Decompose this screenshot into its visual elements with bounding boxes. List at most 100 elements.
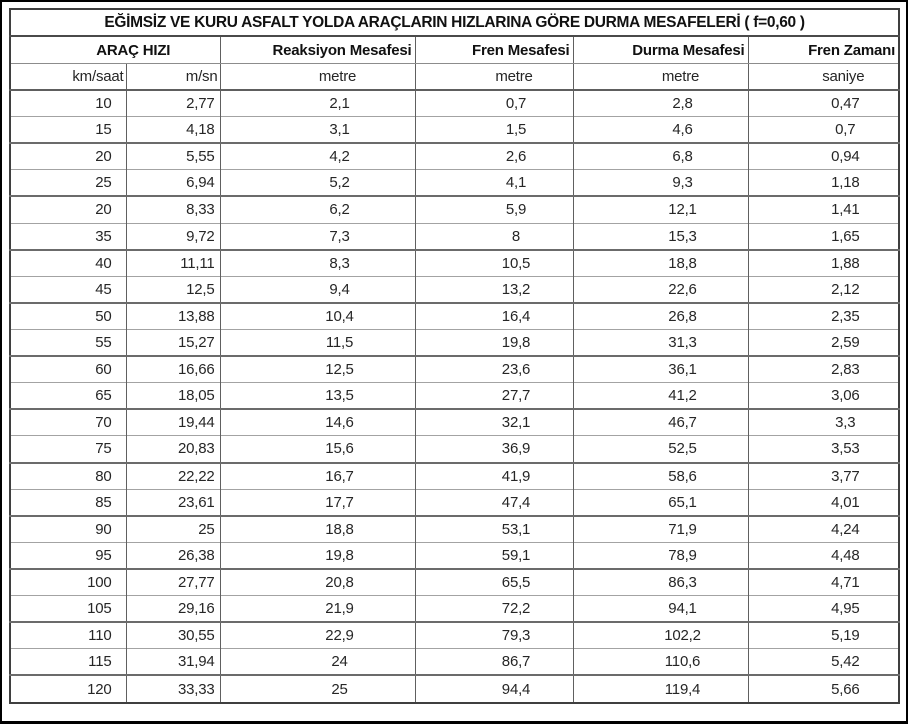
unit-m-sn: m/sn	[125, 63, 220, 91]
cell: 115	[88, 653, 112, 671]
cell: 19,8	[219, 542, 415, 569]
cell: 20	[95, 148, 112, 166]
table-row: 100 27,77 20,8 65,5 86,3 4,71	[10, 568, 900, 596]
cell: 4,95	[747, 595, 900, 623]
cell: 105	[87, 600, 112, 618]
cell: 95	[95, 546, 112, 564]
cell: 2,6	[414, 143, 573, 170]
cell: 75	[95, 440, 112, 458]
cell: 90	[95, 520, 112, 538]
cell: 80	[95, 467, 112, 485]
cell: 4,2	[219, 143, 415, 170]
cell: 20,83	[125, 435, 220, 463]
cell: 65,5	[414, 568, 573, 596]
cell: 3,77	[747, 462, 900, 490]
cell: 47,4	[414, 489, 573, 516]
cell: 10,5	[414, 249, 573, 277]
cell: 55	[95, 334, 112, 352]
cell: 2,12	[747, 276, 900, 303]
table-row: 35 9,72 7,3 8 15,3 1,65	[10, 223, 900, 250]
cell: 5,2	[219, 169, 415, 197]
cell: 6,2	[219, 196, 415, 224]
cell: 18,05	[125, 382, 220, 410]
cell: 15,6	[219, 435, 415, 463]
col-header-arac-hizi: ARAÇ HIZI	[10, 36, 220, 64]
cell: 71,9	[572, 515, 748, 543]
cell: 36,9	[414, 435, 573, 463]
col-header-reaksiyon-mesafesi: Reaksiyon Mesafesi	[219, 36, 415, 64]
cell: 53,1	[414, 515, 573, 543]
cell: 70	[95, 414, 112, 432]
cell: 40	[95, 254, 112, 272]
cell: 16,7	[219, 462, 415, 490]
unit-metre-fren: metre	[414, 63, 573, 91]
cell: 4,24	[747, 515, 900, 543]
cell: 58,6	[572, 462, 748, 490]
cell: 41,2	[572, 382, 748, 410]
table-row: 20 8,33 6,2 5,9 12,1 1,41	[10, 196, 900, 224]
col-header-fren-mesafesi: Fren Mesafesi	[414, 36, 573, 64]
cell: 1,41	[747, 196, 900, 224]
cell: 8,33	[125, 196, 220, 224]
cell: 1,5	[414, 116, 573, 144]
cell: 15	[95, 121, 112, 139]
table-row: 70 19,44 14,6 32,1 46,7 3,3	[10, 409, 900, 436]
cell: 24	[219, 648, 415, 676]
cell: 26,8	[572, 302, 748, 330]
cell: 19,8	[414, 329, 573, 357]
cell: 8,3	[219, 249, 415, 277]
cell: 5,19	[747, 622, 900, 649]
table-row: 10 2,77 2,1 0,7 2,8 0,47	[10, 90, 900, 117]
cell: 5,9	[414, 196, 573, 224]
cell: 2,83	[747, 356, 900, 383]
cell: 29,16	[125, 595, 220, 623]
cell: 85	[95, 493, 112, 511]
table-row: 115 31,94 24 86,7 110,6 5,42	[10, 648, 900, 676]
cell: 3,1	[219, 116, 415, 144]
table-row: 20 5,55 4,2 2,6 6,8 0,94	[10, 143, 900, 170]
cell: 15,3	[572, 223, 748, 250]
cell: 18,8	[572, 249, 748, 277]
cell: 14,6	[219, 409, 415, 436]
table-row: 40 11,11 8,3 10,5 18,8 1,88	[10, 249, 900, 277]
table-row: 45 12,5 9,4 13,2 22,6 2,12	[10, 276, 900, 303]
cell: 79,3	[414, 622, 573, 649]
cell: 21,9	[219, 595, 415, 623]
cell: 1,65	[747, 223, 900, 250]
table-row: 75 20,83 15,6 36,9 52,5 3,53	[10, 435, 900, 463]
cell: 1,88	[747, 249, 900, 277]
cell: 12,1	[572, 196, 748, 224]
cell: 72,2	[414, 595, 573, 623]
cell: 4,6	[572, 116, 748, 144]
cell: 0,7	[414, 90, 573, 117]
table-row: 110 30,55 22,9 79,3 102,2 5,19	[10, 622, 900, 649]
cell: 36,1	[572, 356, 748, 383]
cell: 120	[87, 680, 112, 698]
cell: 35	[95, 227, 112, 245]
cell: 52,5	[572, 435, 748, 463]
col-header-durma-mesafesi: Durma Mesafesi	[572, 36, 748, 64]
cell: 4,01	[747, 489, 900, 516]
cell: 4,1	[414, 169, 573, 197]
table-row: 60 16,66 12,5 23,6 36,1 2,83	[10, 356, 900, 383]
table-body: 10 2,77 2,1 0,7 2,8 0,47 15 4,18 3,1 1,5 4,6 0,7 20 5…	[10, 90, 900, 703]
cell: 0,7	[747, 116, 900, 144]
unit-row: km/saat m/sn metre metre metre saniye	[10, 63, 900, 91]
cell: 6,8	[572, 143, 748, 170]
cell: 5,66	[747, 675, 900, 703]
cell: 22,9	[219, 622, 415, 649]
cell: 2,8	[572, 90, 748, 117]
cell: 20,8	[219, 568, 415, 596]
table-row: 85 23,61 17,7 47,4 65,1 4,01	[10, 489, 900, 516]
cell: 17,7	[219, 489, 415, 516]
cell: 110	[88, 627, 112, 645]
table-row: 120 33,33 25 94,4 119,4 5,66	[10, 675, 900, 703]
cell: 25	[125, 515, 220, 543]
cell: 86,3	[572, 568, 748, 596]
cell: 119,4	[572, 675, 748, 703]
cell: 65	[95, 387, 112, 405]
table-row: 105 29,16 21,9 72,2 94,1 4,95	[10, 595, 900, 623]
cell: 6,94	[125, 169, 220, 197]
cell: 19,44	[125, 409, 220, 436]
cell: 2,35	[747, 302, 900, 330]
